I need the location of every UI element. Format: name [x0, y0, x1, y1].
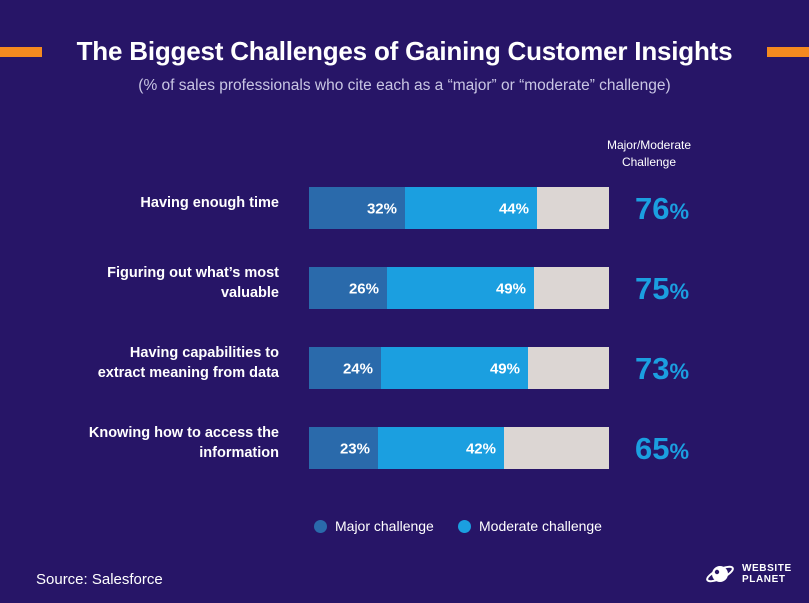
- title-row: The Biggest Challenges of Gaining Custom…: [0, 36, 809, 68]
- title-accent-left: [0, 47, 42, 57]
- total-value-label: 65%: [635, 431, 689, 466]
- chart-title: The Biggest Challenges of Gaining Custom…: [76, 36, 733, 66]
- logo-text: WEBSITE PLANET: [742, 563, 792, 585]
- bar-moderate-segment: [405, 187, 537, 229]
- bar-major-segment: [309, 267, 387, 309]
- data-label-major: 26%: [349, 281, 379, 298]
- data-label-moderate: 42%: [466, 441, 496, 458]
- website-planet-logo: WEBSITE PLANET: [706, 561, 796, 587]
- category-label: Figuring out what’s most: [107, 265, 279, 281]
- total-column-header-line1: Major/Moderate: [606, 138, 692, 152]
- logo-line2: PLANET: [742, 574, 786, 585]
- category-label: Having enough time: [140, 195, 279, 211]
- category-label: information: [199, 445, 279, 461]
- total-value-label: 75%: [635, 271, 689, 306]
- logo-line1: WEBSITE: [742, 563, 792, 574]
- category-label: valuable: [221, 285, 279, 301]
- category-label: extract meaning from data: [98, 365, 280, 381]
- bar-major-segment: [309, 187, 405, 229]
- legend-item-moderate: Moderate challenge: [458, 518, 602, 534]
- total-value-label: 73%: [635, 351, 689, 386]
- planet-icon: [706, 565, 734, 583]
- category-label: Having capabilities to: [130, 345, 279, 361]
- legend-label-moderate: Moderate challenge: [479, 518, 602, 534]
- legend-swatch-major: [314, 519, 327, 533]
- total-column-header-line2: Challenge: [621, 155, 677, 169]
- data-label-major: 24%: [343, 361, 373, 378]
- bar-major-segment: [309, 427, 378, 469]
- total-value-label: 76%: [635, 191, 689, 226]
- category-label: Knowing how to access the: [89, 425, 279, 441]
- data-label-major: 32%: [367, 201, 397, 218]
- source-note: Source: Salesforce: [36, 571, 163, 588]
- legend-label-major: Major challenge: [335, 518, 434, 534]
- legend-item-major: Major challenge: [314, 518, 434, 534]
- bar-moderate-segment: [387, 267, 534, 309]
- data-label-major: 23%: [340, 441, 370, 458]
- data-label-moderate: 49%: [496, 281, 526, 298]
- bar-moderate-segment: [381, 347, 528, 389]
- legend-swatch-moderate: [458, 519, 471, 533]
- bar-major-segment: [309, 347, 381, 389]
- total-column-header: Major/Moderate Challenge: [594, 137, 704, 171]
- title-accent-right: [767, 47, 809, 57]
- bar-moderate-segment: [378, 427, 504, 469]
- data-label-moderate: 49%: [490, 361, 520, 378]
- chart-subtitle: (% of sales professionals who cite each …: [138, 77, 671, 94]
- data-label-moderate: 44%: [499, 201, 529, 218]
